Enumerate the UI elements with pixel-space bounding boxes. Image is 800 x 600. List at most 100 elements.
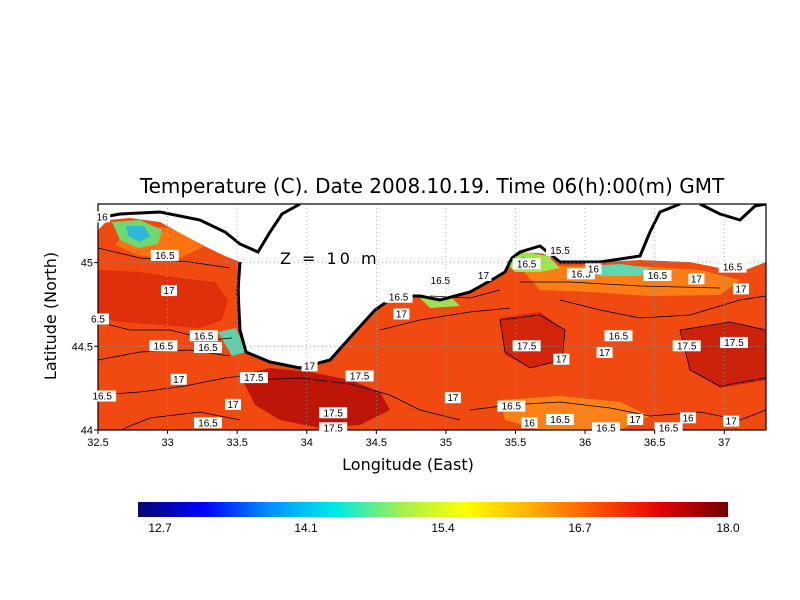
x-tick-label: 36: [579, 437, 591, 449]
contour-label-bg: [319, 422, 348, 434]
contour-label-bg: [596, 346, 613, 358]
contour-label-bg: [239, 372, 268, 384]
x-tick-label: 36.5: [644, 437, 665, 449]
contour-label: 16.5: [154, 341, 174, 352]
contour-label: 16: [97, 212, 109, 223]
warm-patch-east: [500, 312, 565, 368]
x-tick-label: 33: [161, 437, 173, 449]
colorbar-tick-label: 15.4: [431, 521, 455, 535]
colorbar-tick-label: 18.0: [716, 521, 740, 535]
contour-label-bg: [160, 285, 177, 297]
contour-label-bg: [444, 392, 461, 404]
contour-label: 17: [304, 361, 316, 372]
contour-label-bg: [719, 336, 748, 348]
contour-label-bg: [301, 360, 318, 372]
contour-label: 16.5: [571, 269, 591, 280]
contour-label: 17: [691, 274, 703, 285]
contour-label: 17: [173, 375, 185, 386]
contour-label-bg: [193, 341, 222, 353]
colorbar-tick-label: 16.7: [568, 521, 592, 535]
contour-label-bg: [319, 407, 348, 419]
contour-label-bg: [688, 273, 705, 285]
contour-line: [429, 289, 501, 299]
x-axis-label: Longitude (East): [342, 455, 474, 474]
contour-line: [379, 307, 511, 331]
contour-label: 17.5: [517, 341, 537, 352]
x-tick-label: 35: [440, 437, 452, 449]
colorbar-tick-label: 12.7: [148, 521, 172, 535]
contour-label-bg: [591, 422, 620, 434]
north-coast-land: [98, 204, 766, 218]
contour-label-bg: [393, 308, 410, 320]
contour-label: 16.5: [155, 251, 175, 262]
y-axis: 44 44.5 45: [72, 258, 98, 437]
cold-core-north: [126, 226, 150, 242]
contour-line: [119, 411, 241, 430]
contour-label: 17.5: [350, 371, 370, 382]
grid: [98, 204, 766, 430]
contour-line: [679, 321, 766, 387]
contour-label-bg: [193, 417, 222, 429]
contour-label: 17: [163, 286, 175, 297]
contour-label: 17: [735, 284, 747, 295]
contour-label: 16.5: [502, 402, 522, 413]
contour-label-bg: [546, 244, 575, 256]
contour-line: [98, 374, 251, 396]
contour-label: 17.5: [724, 338, 744, 349]
contour-label-bg: [149, 340, 178, 352]
contour-label-bg: [672, 340, 701, 352]
contour-label: 16.5: [517, 259, 537, 270]
contour-label: 16.5: [596, 423, 616, 434]
contour-line: [249, 377, 461, 421]
contour-label: 16.5: [194, 331, 214, 342]
contour-label: 16.5: [609, 331, 629, 342]
contour-label-bg: [627, 413, 644, 425]
contour-label-bg: [87, 313, 109, 325]
crimea-landmass: [240, 204, 512, 368]
contour-label: 16.5: [723, 263, 743, 274]
contour-label-bg: [384, 291, 413, 303]
coastline: [98, 204, 766, 370]
contour-label-bg: [604, 330, 633, 342]
contour-label: 17.5: [677, 341, 697, 352]
contour-label-bg: [680, 412, 697, 424]
x-tick-label: 33.5: [226, 437, 247, 449]
contour-label-bg: [546, 413, 575, 425]
contour-label: 16: [588, 264, 600, 275]
contour-label: 17: [599, 348, 611, 359]
contour-label-bg: [224, 398, 241, 410]
contour-label: 17: [227, 400, 239, 411]
contour-label: 16.5: [92, 392, 112, 403]
contour-label-bg: [521, 417, 538, 429]
y-tick-label: 45: [81, 258, 93, 270]
x-tick-label: 35.5: [505, 437, 526, 449]
contour-label: 17: [447, 393, 459, 404]
contour-label-bg: [475, 269, 492, 281]
contour-label-bg: [585, 263, 602, 275]
contour-label-bg: [345, 370, 374, 382]
contour-label: 16.5: [198, 418, 218, 429]
contour-line: [559, 295, 766, 319]
x-tick-label: 34: [301, 437, 313, 449]
contour-label: 16.5: [659, 423, 679, 434]
contour-label-bg: [654, 422, 683, 434]
contour-label: 17.5: [323, 408, 343, 419]
contour-label: 17: [556, 355, 568, 366]
contour-label-bg: [512, 258, 541, 270]
contour-label-bg: [512, 340, 541, 352]
contour-label: 16.5: [550, 415, 570, 426]
contour-label-bg: [426, 275, 455, 287]
x-tick-label: 32.5: [87, 437, 108, 449]
cold-patch-sw-coast: [218, 328, 246, 356]
mild-patch-south: [500, 396, 650, 430]
kerch-land-east: [520, 204, 766, 272]
contour-label: 17: [396, 309, 408, 320]
warm-patch-center: [240, 368, 390, 428]
x-tick-label: 34.5: [366, 437, 387, 449]
warm-patch-west: [98, 270, 228, 328]
contour-label: 16.5: [648, 271, 668, 282]
y-tick-label: 44.5: [72, 341, 93, 353]
contour-label: 17: [726, 417, 738, 428]
